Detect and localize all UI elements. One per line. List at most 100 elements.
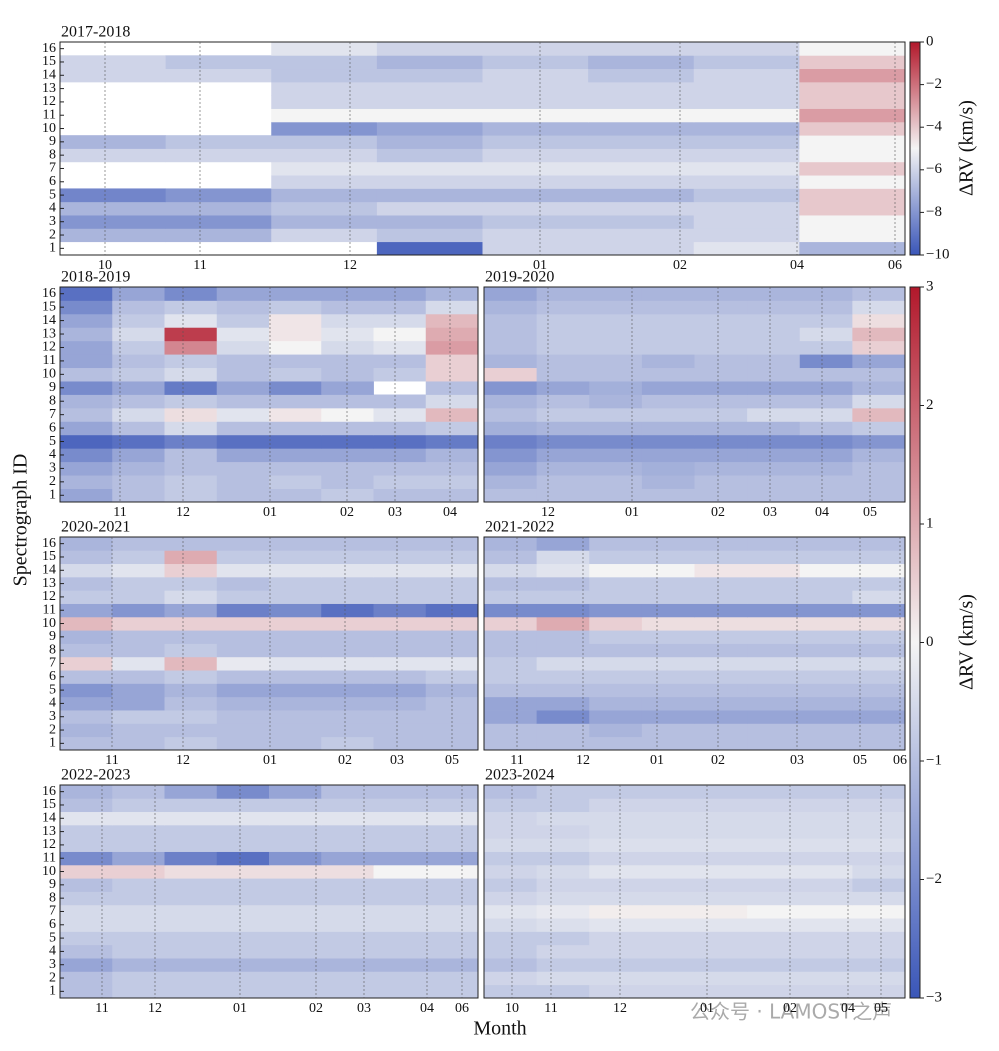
heatmap-cell	[425, 434, 479, 449]
heatmap-cell	[373, 736, 427, 751]
heatmap-cell	[216, 616, 270, 631]
heatmap-cell	[852, 824, 906, 839]
heatmap-cell	[373, 851, 427, 866]
heatmap-cell	[588, 228, 695, 243]
y-tick-label: 12	[42, 589, 56, 604]
heatmap-cell	[694, 656, 748, 671]
heatmap-cell	[271, 228, 378, 243]
heatmap-cell	[641, 327, 695, 342]
heatmap-cell	[536, 918, 590, 932]
heatmap-cell	[269, 367, 322, 382]
heatmap-cell	[694, 448, 748, 463]
heatmap-cell	[60, 710, 113, 724]
heatmap-cell	[60, 550, 113, 565]
heatmap-cell	[164, 643, 218, 658]
y-axis-label: Spectrograph ID	[10, 454, 32, 587]
heatmap-cell	[376, 241, 483, 256]
heatmap-cell	[269, 394, 322, 409]
heatmap-cell	[425, 537, 479, 551]
heatmap-cell	[799, 984, 853, 999]
heatmap-cell	[589, 824, 643, 839]
heatmap-cell	[269, 918, 322, 932]
colorbar-tick-label: −3	[926, 989, 942, 1005]
heatmap-cell	[373, 838, 427, 852]
heatmap-cell	[484, 461, 538, 476]
heatmap-cell	[589, 904, 643, 919]
heatmap-cell	[60, 643, 113, 658]
heatmap-cell	[112, 798, 165, 813]
heatmap-cell	[60, 563, 113, 578]
heatmap-cell	[747, 488, 801, 503]
heatmap-cell	[216, 407, 270, 422]
heatmap-cell	[112, 461, 165, 476]
y-tick-label: 1	[49, 736, 56, 751]
heatmap-cell	[693, 121, 800, 136]
heatmap-cell	[425, 656, 479, 671]
colorbar-tick-label: −2	[926, 871, 942, 887]
y-tick-label: 8	[49, 393, 56, 408]
heatmap-cell	[321, 407, 374, 422]
x-tick-label: 01	[533, 258, 547, 273]
heatmap-cell	[641, 944, 695, 959]
heatmap-cell	[321, 327, 374, 342]
heatmap-cell	[60, 603, 113, 618]
heatmap-cell	[60, 878, 113, 892]
heatmap-cell	[164, 864, 218, 879]
x-tick-label: 10	[505, 1001, 519, 1016]
heatmap-cell	[376, 108, 483, 123]
heatmap-cell	[321, 367, 374, 382]
heatmap-cell	[60, 215, 167, 229]
heatmap-cell	[852, 590, 906, 604]
heatmap-cell	[269, 603, 322, 618]
y-tick-label: 12	[42, 837, 56, 852]
heatmap-cell	[216, 891, 270, 906]
heatmap-cell	[60, 576, 113, 591]
heatmap-cell	[852, 354, 906, 369]
heatmap-cell	[60, 287, 113, 301]
heatmap-cell	[373, 630, 427, 644]
heatmap-cell	[269, 563, 322, 578]
heatmap-cell	[536, 838, 590, 852]
heatmap-cell	[60, 488, 113, 503]
heatmap-cell	[376, 175, 483, 189]
heatmap-cell	[852, 931, 906, 946]
heatmap-cell	[484, 785, 538, 799]
heatmap-cell	[321, 590, 374, 604]
heatmap-cell	[484, 824, 538, 839]
heatmap-cell	[216, 944, 270, 959]
heatmap-cell	[589, 838, 643, 852]
heatmap-cell	[112, 984, 165, 999]
heatmap-cell	[484, 798, 538, 813]
heatmap-cell	[376, 42, 483, 56]
heatmap-cell	[799, 785, 853, 799]
heatmap-cell	[269, 313, 322, 328]
x-tick-label: 04	[790, 258, 804, 273]
heatmap-cell	[112, 918, 165, 932]
heatmap-cell	[484, 537, 538, 551]
heatmap-cell	[321, 971, 374, 986]
heatmap-cell	[747, 798, 801, 813]
heatmap-cell	[269, 300, 322, 315]
x-tick-label: 05	[853, 753, 867, 768]
heatmap-cell	[112, 971, 165, 986]
heatmap-cell	[536, 958, 590, 972]
heatmap-cell	[484, 864, 538, 879]
heatmap-cell	[269, 838, 322, 852]
heatmap-cell	[482, 215, 589, 229]
heatmap-cell	[112, 891, 165, 906]
heatmap-cell	[112, 670, 165, 684]
heatmap-cell	[60, 367, 113, 382]
heatmap-cell	[216, 798, 270, 813]
x-tick-label: 10	[98, 258, 112, 273]
heatmap-cell	[112, 354, 165, 369]
heatmap-cell	[112, 944, 165, 959]
heatmap-cell	[852, 696, 906, 711]
y-tick-label: 3	[49, 461, 56, 476]
heatmap-cell	[269, 590, 322, 604]
heatmap-cell	[694, 381, 748, 395]
heatmap-cell	[536, 710, 590, 724]
heatmap-cell	[164, 931, 218, 946]
colorbar-tick-label: 0	[926, 33, 934, 49]
heatmap-cell	[269, 421, 322, 436]
heatmap-cell	[373, 300, 427, 315]
